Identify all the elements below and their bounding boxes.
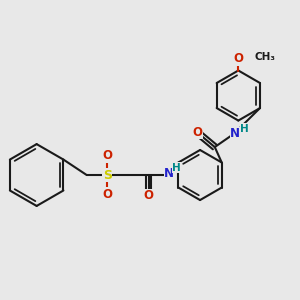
Text: O: O bbox=[233, 52, 243, 65]
Text: O: O bbox=[192, 126, 202, 139]
Text: O: O bbox=[143, 189, 154, 202]
Text: O: O bbox=[102, 188, 112, 201]
Text: S: S bbox=[103, 169, 112, 182]
Text: CH₃: CH₃ bbox=[254, 52, 275, 62]
Text: O: O bbox=[102, 149, 112, 162]
Text: N: N bbox=[230, 127, 240, 140]
Text: H: H bbox=[240, 124, 249, 134]
Text: N: N bbox=[164, 167, 174, 180]
Text: H: H bbox=[172, 163, 181, 173]
